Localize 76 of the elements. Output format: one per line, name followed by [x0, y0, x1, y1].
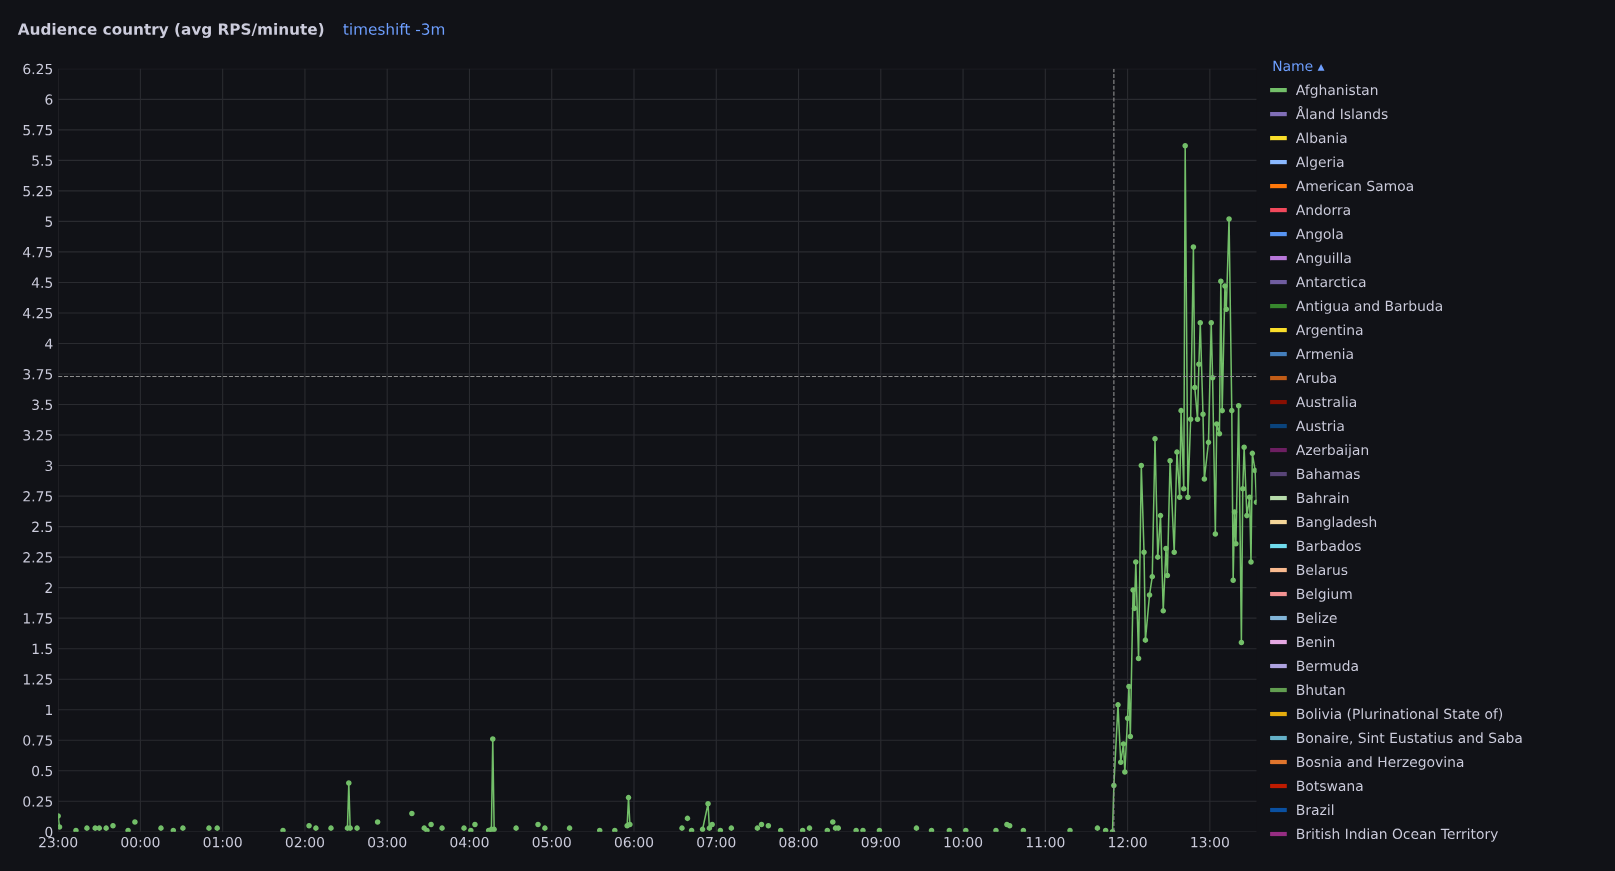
y-tick-label: 5.25 — [23, 185, 53, 197]
y-tick-label: 2 — [45, 582, 52, 593]
legend-label: American Samoa — [1295, 180, 1413, 192]
x-tick-label: 00:00 — [121, 836, 160, 848]
legend-label: Brazil — [1297, 804, 1334, 816]
legend-label: Andorra — [1295, 204, 1350, 216]
legend-label: Angola — [1295, 228, 1343, 242]
x-tick-label: 09:00 — [861, 836, 900, 848]
y-tick-label: 5 — [45, 216, 53, 227]
legend-label: Bonaire, Sint Eustatius and Saba — [1297, 732, 1522, 745]
y-tick-label: 6.25 — [23, 63, 53, 75]
legend-label: Bangladesh — [1297, 516, 1377, 530]
text: timeshift -3m — [343, 23, 445, 35]
y-tick-label: 2.5 — [32, 521, 53, 533]
legend-label: Bahamas — [1297, 468, 1360, 480]
legend-label: Bosnia and Herzegovina — [1297, 756, 1464, 770]
x-tick-label: 01:00 — [203, 836, 242, 848]
legend-label: Bahrain — [1297, 492, 1349, 504]
y-tick-label: 1.5 — [32, 643, 53, 655]
legend-label: Bhutan — [1297, 684, 1345, 696]
x-tick-label: 05:00 — [532, 836, 571, 848]
y-tick-label: 4.25 — [23, 307, 53, 319]
legend-label: Bolivia (Plurinational State of) — [1297, 708, 1503, 721]
y-tick-label: 1 — [45, 704, 52, 715]
x-tick-label: 13:00 — [1191, 836, 1229, 848]
legend-label: Antarctica — [1295, 276, 1366, 288]
x-tick-label: 10:00 — [944, 836, 983, 848]
x-tick-label: 23:00 — [39, 836, 78, 848]
y-tick-label: 3 — [45, 460, 53, 472]
legend-label: Bermuda — [1297, 660, 1358, 672]
chart-title: Audience country (avg RPS/minute) — [17, 23, 324, 38]
y-tick-label: 1.25 — [23, 674, 53, 685]
legend-label: Argentina — [1295, 324, 1363, 338]
x-tick-label: 03:00 — [368, 836, 407, 848]
y-tick-label: 0.75 — [23, 735, 53, 746]
legend-label: Afghanistan — [1295, 84, 1378, 98]
legend-label: Austria — [1295, 420, 1344, 432]
y-tick-label: 5.5 — [32, 155, 53, 166]
legend-label: Azerbaijan — [1295, 444, 1369, 458]
x-tick-label: 02:00 — [285, 836, 325, 848]
y-tick-label: 4 — [45, 338, 53, 349]
y-tick-label: 3.25 — [23, 430, 53, 441]
legend-label: Albania — [1295, 132, 1347, 144]
legend-label: Barbados — [1297, 540, 1361, 552]
y-tick-label: 6 — [45, 94, 53, 105]
legend-label: Belarus — [1297, 564, 1348, 576]
legend-label: Botswana — [1297, 780, 1363, 792]
legend-label: Åland Islands — [1295, 106, 1388, 120]
legend-title: Name ▴ — [1273, 60, 1325, 72]
y-tick-label: 4.5 — [31, 277, 53, 288]
y-tick-label: 3.75 — [23, 368, 53, 380]
y-tick-label: 2.75 — [23, 491, 53, 502]
x-tick-label: 11:00 — [1026, 836, 1065, 848]
y-tick-label: 3.5 — [32, 399, 53, 410]
y-tick-label: 0.25 — [23, 796, 53, 807]
x-tick-label: 04:00 — [450, 836, 489, 848]
x-tick-label: 07:00 — [697, 836, 736, 848]
legend-label: Antigua and Barbuda — [1295, 300, 1442, 314]
legend-label: Anguilla — [1295, 252, 1351, 266]
x-tick-label: 06:00 — [614, 836, 654, 848]
legend-label: Armenia — [1295, 348, 1353, 360]
y-tick-label: 4.75 — [23, 247, 53, 258]
legend-label: Algeria — [1295, 156, 1344, 170]
legend-label: Australia — [1295, 396, 1356, 408]
legend-label: Benin — [1297, 636, 1335, 648]
legend-label: British Indian Ocean Territory — [1297, 828, 1498, 842]
x-tick-label: 12:00 — [1109, 836, 1147, 848]
y-tick-label: 0 — [45, 826, 53, 838]
y-tick-label: 2.25 — [23, 552, 53, 563]
legend-label: Belgium — [1297, 588, 1352, 602]
y-tick-label: 1.75 — [23, 613, 53, 624]
legend-label: Aruba — [1295, 372, 1336, 384]
x-tick-label: 08:00 — [779, 836, 818, 848]
y-tick-label: 0.5 — [32, 765, 53, 777]
y-tick-label: 5.75 — [23, 125, 53, 136]
legend-label: Belize — [1297, 612, 1337, 624]
